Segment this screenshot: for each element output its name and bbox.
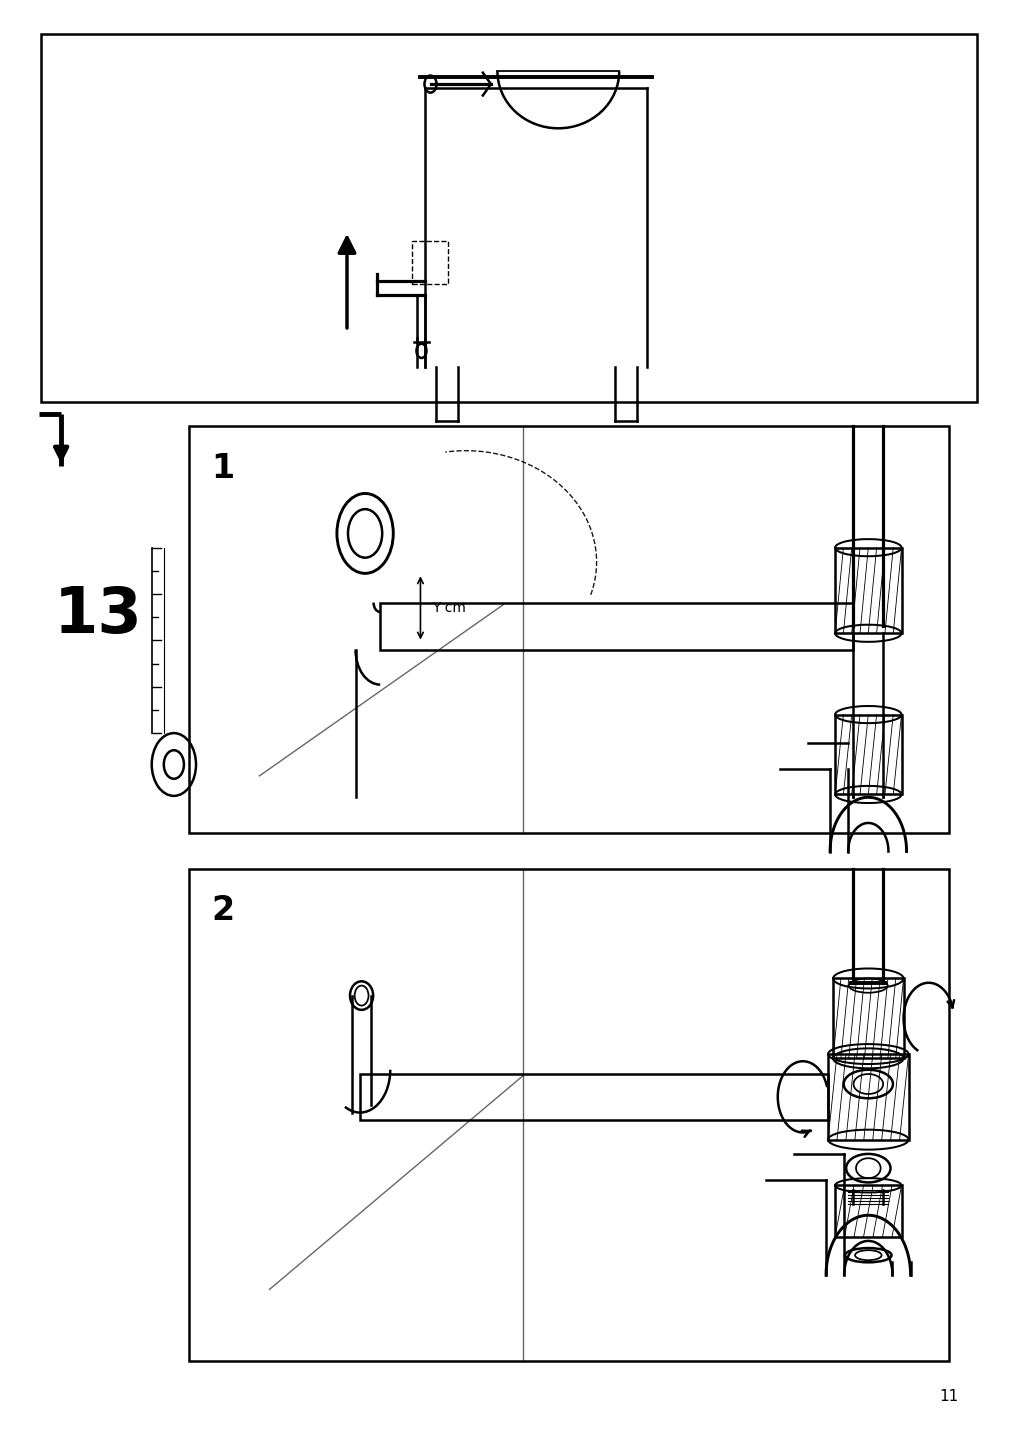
Bar	[827, 1054, 908, 1140]
Bar	[189, 427, 948, 833]
Bar	[412, 241, 447, 284]
Text: 1: 1	[211, 453, 234, 485]
Bar	[832, 978, 903, 1058]
Bar	[41, 34, 976, 402]
Bar	[380, 603, 852, 650]
Bar	[189, 869, 948, 1360]
Bar	[834, 1186, 901, 1237]
Text: 13: 13	[54, 584, 143, 646]
Text: 11: 11	[939, 1389, 958, 1403]
Bar	[360, 1074, 827, 1120]
Bar	[834, 547, 901, 633]
Text: Y cm: Y cm	[432, 601, 466, 614]
Bar	[834, 715, 901, 795]
Text: 2: 2	[211, 895, 234, 928]
